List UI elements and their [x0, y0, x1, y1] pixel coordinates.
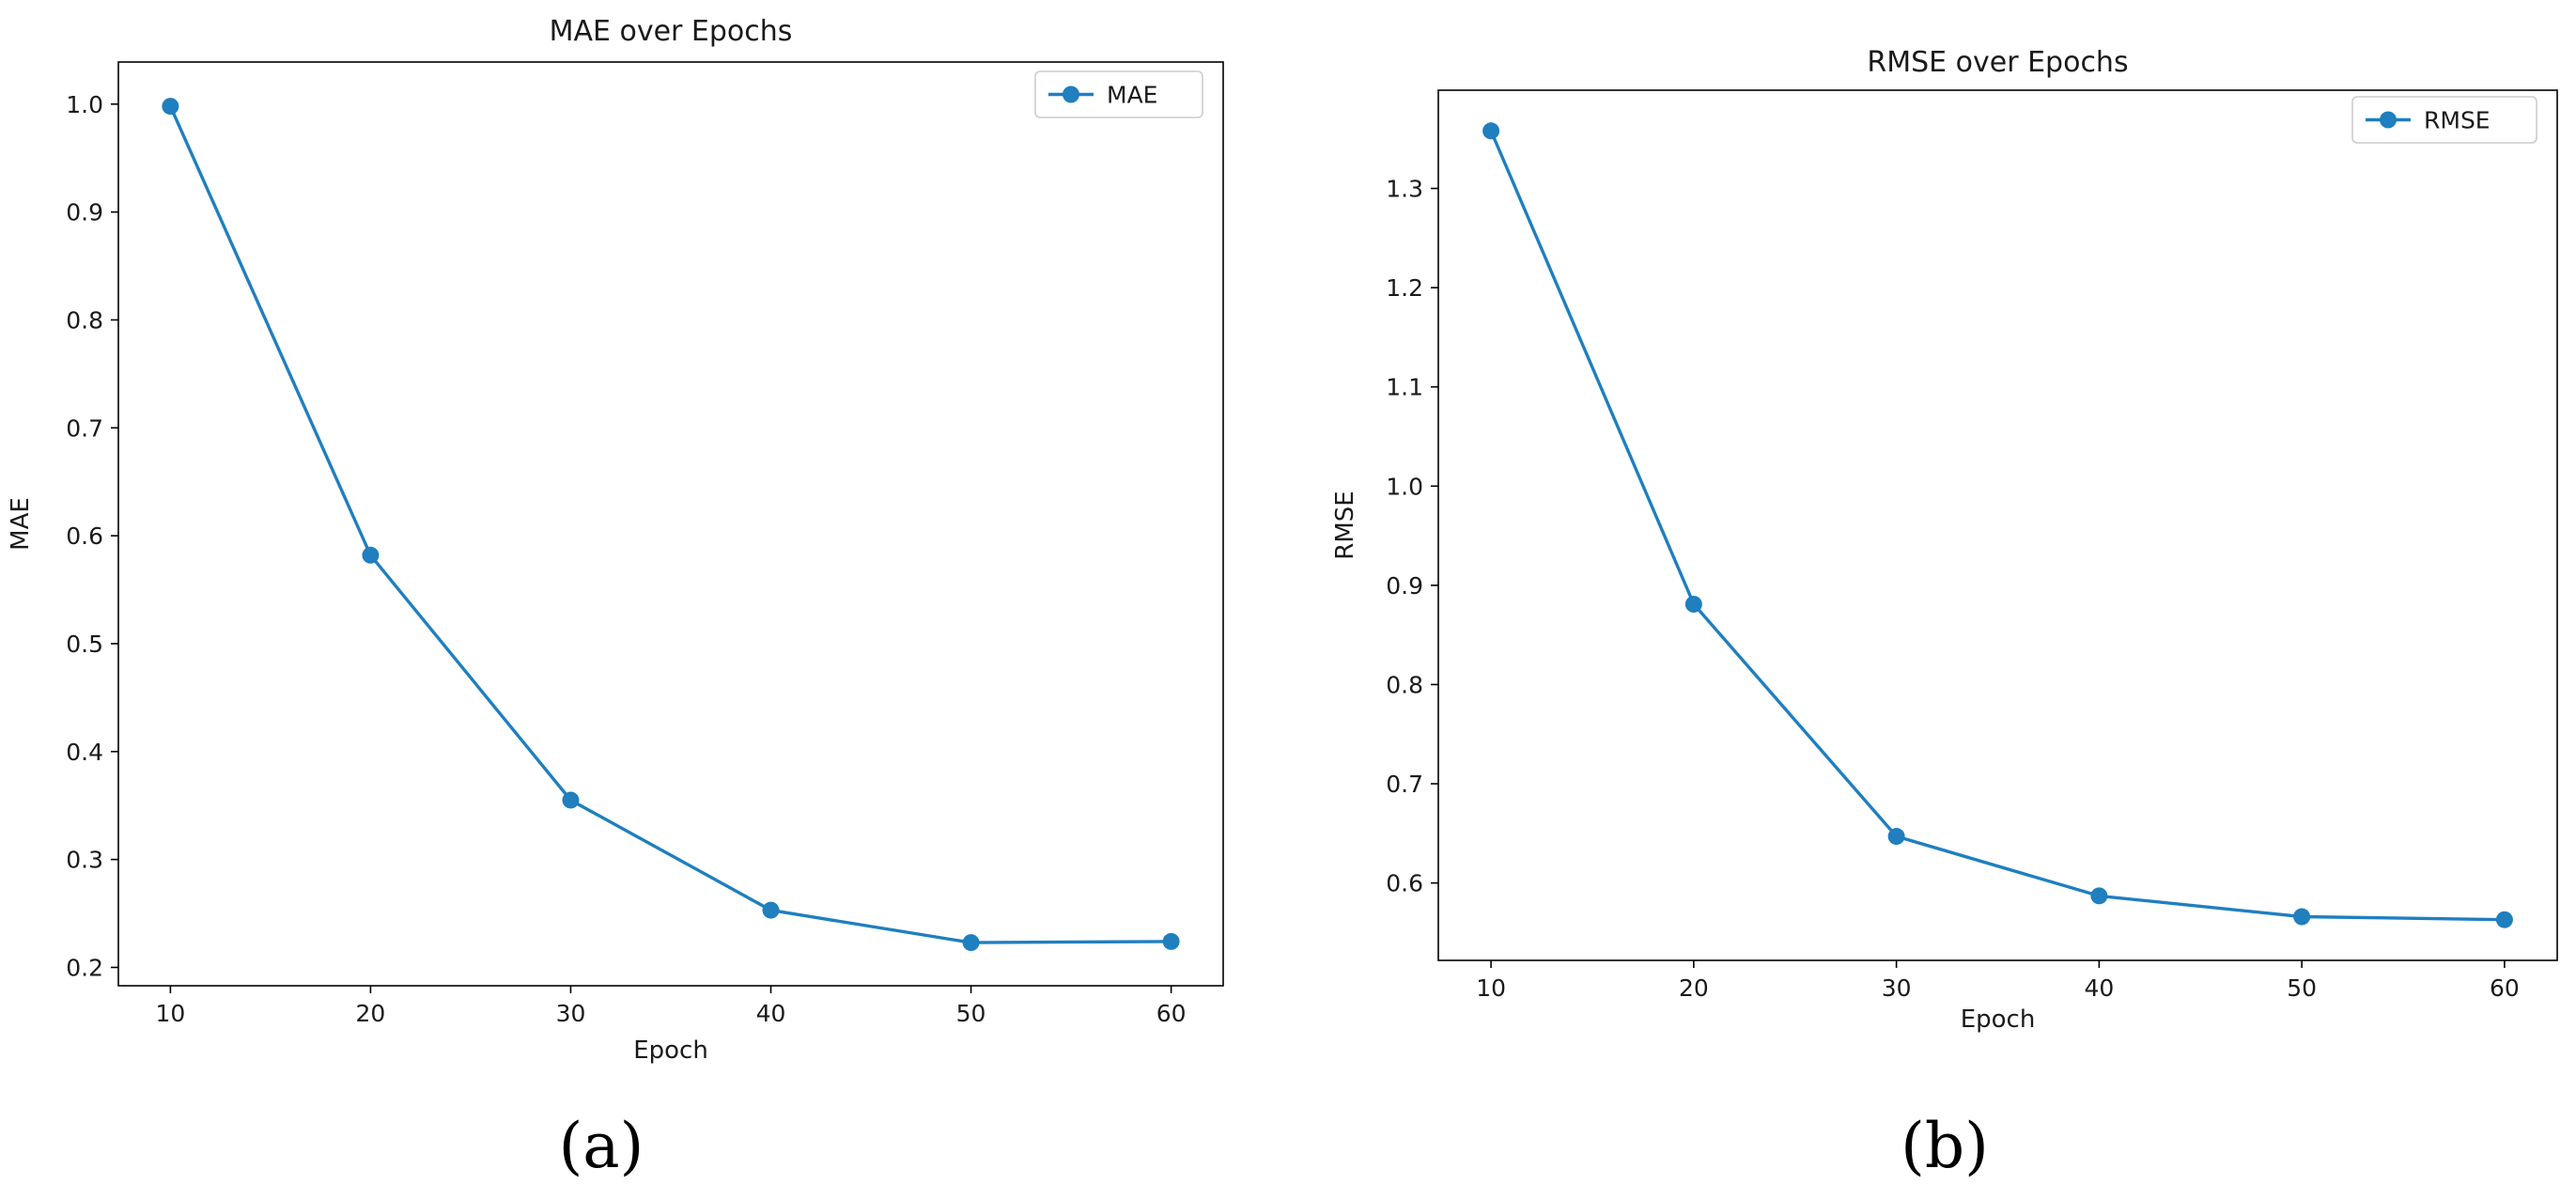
y-tick-label: 1.3: [1386, 176, 1423, 203]
plot-frame: [117, 61, 1224, 987]
data-point: [1684, 595, 1702, 613]
data-point: [362, 546, 380, 564]
y-tick-label: 0.8: [66, 306, 103, 334]
x-tick-label: 10: [155, 1000, 185, 1027]
x-tick-label: 40: [2084, 974, 2114, 1002]
y-tick-label: 1.1: [1386, 374, 1423, 401]
x-tick-label: 20: [356, 1000, 386, 1027]
data-point: [2495, 911, 2513, 928]
x-tick-label: 40: [756, 1000, 786, 1027]
x-tick-label: 50: [2287, 974, 2317, 1002]
y-tick-label: 1.2: [1386, 274, 1423, 302]
x-tick-label: 20: [1679, 974, 1709, 1002]
panel-label: (a): [559, 1110, 644, 1182]
data-point: [1887, 828, 1905, 846]
y-tick-label: 0.6: [1386, 870, 1423, 897]
chart-rmse: RMSE over Epochs 10 20 30 40 50 60 0.6 0.7 0.8 0.9…: [1331, 46, 2558, 1182]
legend-marker: [1063, 86, 1079, 103]
legend-box: [1034, 70, 1203, 118]
data-point: [1162, 932, 1180, 950]
x-axis-label: Epoch: [633, 1036, 708, 1065]
y-tick-label: 0.7: [66, 414, 103, 442]
x-tick-label: 60: [2490, 974, 2520, 1002]
x-axis-label: Epoch: [1961, 1005, 2036, 1034]
y-tick-label: 0.9: [1386, 572, 1423, 600]
panel-label: (b): [1901, 1110, 1989, 1182]
data-point: [1482, 122, 1500, 140]
legend: MAE: [1034, 70, 1203, 118]
data-point: [762, 901, 780, 919]
legend-marker: [2380, 111, 2397, 129]
x-tick-label: 30: [1882, 974, 1912, 1002]
legend-label: RMSE: [2424, 107, 2491, 134]
y-tick-label: 0.8: [1386, 671, 1423, 698]
plot-frame: [1437, 89, 2558, 961]
y-axis-label: RMSE: [1331, 491, 1359, 559]
data-point: [162, 98, 179, 116]
legend-box: [2351, 96, 2537, 144]
legend: RMSE: [2351, 96, 2537, 144]
data-point: [962, 934, 980, 952]
y-tick-label: 0.3: [66, 847, 103, 874]
y-tick-label: 0.2: [66, 954, 103, 981]
chart-title: RMSE over Epochs: [1867, 46, 2128, 79]
chart-title: MAE over Epochs: [550, 15, 793, 48]
chart-mae: MAE over Epochs 10 20 30 40 50 60 0.2 0.3 0.4 0.5 0…: [7, 15, 1224, 1182]
series-line: [1489, 130, 2505, 922]
x-tick-label: 10: [1476, 974, 1506, 1002]
y-tick-label: 1.0: [66, 91, 103, 118]
data-point: [2090, 887, 2108, 905]
y-tick-label: 1.0: [1386, 473, 1423, 500]
x-tick-label: 60: [1156, 1000, 1187, 1027]
data-point: [562, 791, 580, 809]
y-axis-label: MAE: [7, 497, 35, 551]
y-tick-label: 0.6: [66, 522, 103, 550]
legend-label: MAE: [1107, 82, 1157, 109]
y-tick-label: 0.4: [66, 739, 103, 766]
x-tick-label: 30: [556, 1000, 586, 1027]
y-tick-label: 0.5: [66, 631, 103, 658]
x-tick-label: 50: [956, 1000, 986, 1027]
data-point: [2293, 908, 2311, 926]
series-line: [168, 105, 1172, 944]
y-tick-label: 0.7: [1386, 771, 1423, 798]
y-tick-label: 0.9: [66, 199, 103, 226]
